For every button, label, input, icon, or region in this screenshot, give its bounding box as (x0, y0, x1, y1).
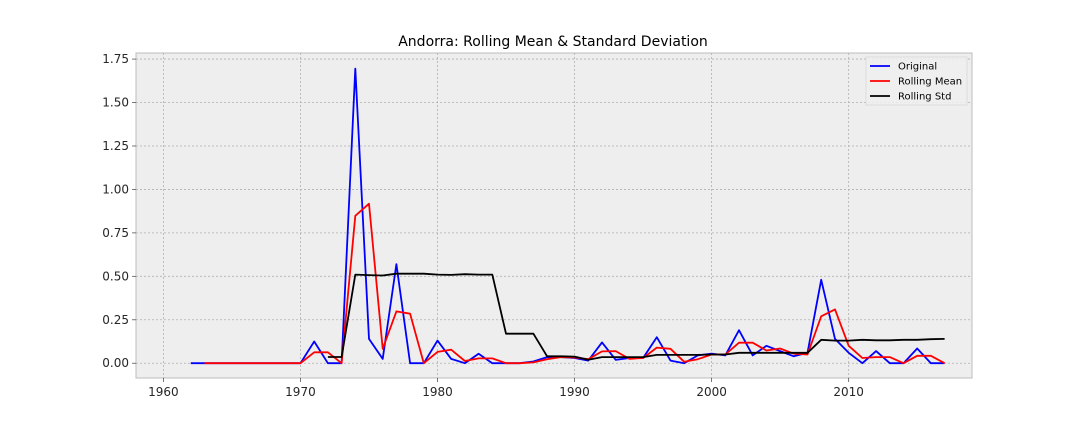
x-tick-label: 1990 (559, 385, 590, 399)
y-tick-label: 0.25 (102, 313, 129, 327)
x-tick-label: 2010 (833, 385, 864, 399)
y-tick-label: 1.50 (102, 96, 129, 110)
legend-label: Rolling Std (898, 92, 951, 103)
x-axis: 1960 1970 1980 1990 2000 2010 (148, 378, 864, 399)
y-tick-label: 1.00 (102, 182, 129, 196)
series-line-rolling-std (327, 272, 945, 361)
y-tick-label: 1.75 (102, 52, 129, 66)
plot-area (135, 52, 973, 379)
grid-lines (136, 53, 972, 378)
x-tick-label: 1980 (422, 385, 453, 399)
y-tick-label: 0.00 (102, 356, 129, 370)
y-tick-label: 0.50 (102, 269, 129, 283)
x-tick-label: 1970 (285, 385, 316, 399)
x-tick-label: 1960 (148, 385, 179, 399)
legend-label: Original (898, 62, 937, 73)
y-tick-label: 0.75 (102, 226, 129, 240)
legend: Original Rolling Mean Rolling Std (865, 56, 968, 106)
series-lines (190, 67, 946, 365)
y-axis: 0.00 0.25 0.50 0.75 1.00 1.25 1.50 1.75 (102, 52, 136, 370)
y-tick-label: 1.25 (102, 139, 129, 153)
chart-title: Andorra: Rolling Mean & Standard Deviati… (398, 34, 708, 50)
legend-label: Rolling Mean (898, 77, 962, 88)
x-tick-label: 2000 (696, 385, 727, 399)
